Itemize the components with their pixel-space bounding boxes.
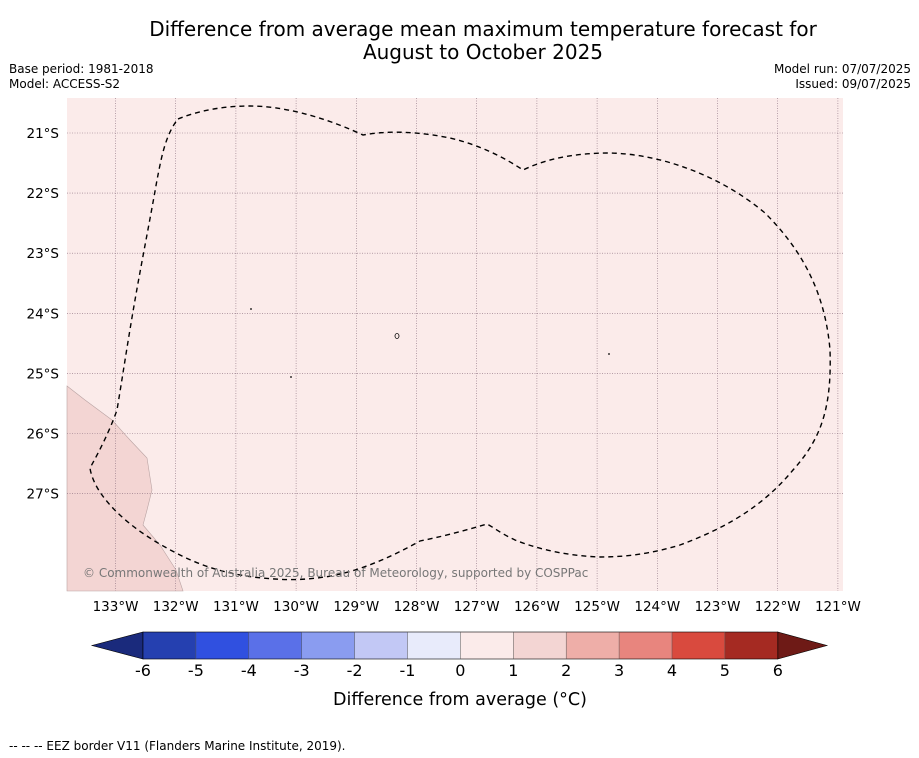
meta-right: Model run: 07/07/2025 Issued: 09/07/2025 [774, 62, 911, 92]
colorbar-segment [460, 632, 514, 659]
colorbar [90, 631, 829, 660]
colorbar-tick-label: -3 [294, 661, 310, 680]
copyright-notice: © Commonwealth of Australia 2025, Bureau… [83, 566, 588, 580]
colorbar-tick-label: 2 [561, 661, 571, 680]
map-background [67, 98, 843, 591]
latitude-label: 25°S [27, 366, 60, 382]
colorbar-segment [672, 632, 726, 659]
longitude-label: 127°W [454, 599, 500, 615]
island-dot [250, 308, 252, 310]
longitude-label: 125°W [574, 599, 620, 615]
colorbar-segment [195, 632, 250, 659]
longitude-label: 129°W [333, 599, 379, 615]
longitude-label: 128°W [394, 599, 440, 615]
colorbar-segment [248, 632, 302, 659]
colorbar-extend-low [90, 631, 144, 660]
colorbar-tick-label: 4 [667, 661, 677, 680]
longitude-label: 121°W [815, 599, 861, 615]
colorbar-tick-label: -6 [135, 661, 151, 680]
colorbar-segment [619, 632, 673, 659]
island-dot [290, 376, 292, 378]
map-panel: © Commonwealth of Australia 2025, Bureau… [66, 98, 843, 592]
colorbar-segment [143, 632, 197, 659]
colorbar-tick-label: 5 [720, 661, 730, 680]
colorbar-tick-label: 1 [508, 661, 518, 680]
colorbar-segment [513, 632, 567, 659]
base-period: Base period: 1981-2018 [9, 62, 154, 76]
colorbar-segment [301, 632, 355, 659]
title-line-2: August to October 2025 [362, 40, 604, 64]
footer-note: -- -- -- EEZ border V11 (Flanders Marine… [9, 739, 346, 753]
island-ring [394, 333, 400, 339]
land-mass [66, 385, 184, 592]
longitude-label: 126°W [514, 599, 560, 615]
colorbar-extend-high [777, 631, 829, 660]
eez-border [89, 105, 831, 581]
colorbar-segment [566, 632, 620, 659]
gridlines [67, 98, 843, 591]
colorbar-tick-label: -1 [400, 661, 416, 680]
colorbar-tick-label: -2 [347, 661, 363, 680]
longitude-label: 131°W [213, 599, 259, 615]
latitude-label: 22°S [27, 186, 60, 202]
longitude-label: 130°W [273, 599, 319, 615]
colorbar-segment [724, 632, 779, 659]
latitude-label: 27°S [27, 487, 60, 503]
latitude-label: 23°S [27, 246, 60, 262]
longitude-labels: 133°W 132°W 131°W 130°W 129°W 128°W 127°W 126°W… [93, 599, 861, 615]
colorbar-tick-label: 6 [773, 661, 783, 680]
model-run: Model run: 07/07/2025 [773, 62, 911, 76]
longitude-label: 133°W [93, 599, 139, 615]
latitude-label: 24°S [27, 306, 60, 322]
meta-left: Base period: 1981-2018 Model: ACCESS-S2 [9, 62, 154, 92]
colorbar-tick-label: -4 [241, 661, 257, 680]
colorbar-title: Difference from average (°C) [333, 690, 587, 710]
title-line-1: Difference from average mean maximum tem… [149, 17, 817, 41]
colorbar-segment [407, 632, 461, 659]
longitude-label: 124°W [634, 599, 680, 615]
latitude-labels: 21°S 22°S 23°S 24°S 25°S 26°S 27°S [27, 126, 60, 503]
model-name: Model: ACCESS-S2 [9, 77, 121, 91]
colorbar-tick-label: 0 [455, 661, 465, 680]
colorbar-labels: -6 -5 -4 -3 -2 -1 0 1 2 3 4 5 6 [135, 661, 783, 680]
colorbar-segment [354, 632, 408, 659]
island-dot [608, 353, 610, 355]
latitude-label: 26°S [27, 427, 60, 443]
latitude-label: 21°S [27, 126, 60, 142]
longitude-label: 122°W [755, 599, 801, 615]
issued-date: Issued: 09/07/2025 [795, 77, 911, 91]
colorbar-tick-label: -5 [188, 661, 204, 680]
longitude-label: 123°W [695, 599, 741, 615]
longitude-label: 132°W [153, 599, 199, 615]
map-title: Difference from average mean maximum tem… [0, 18, 919, 64]
colorbar-tick-label: 3 [614, 661, 624, 680]
